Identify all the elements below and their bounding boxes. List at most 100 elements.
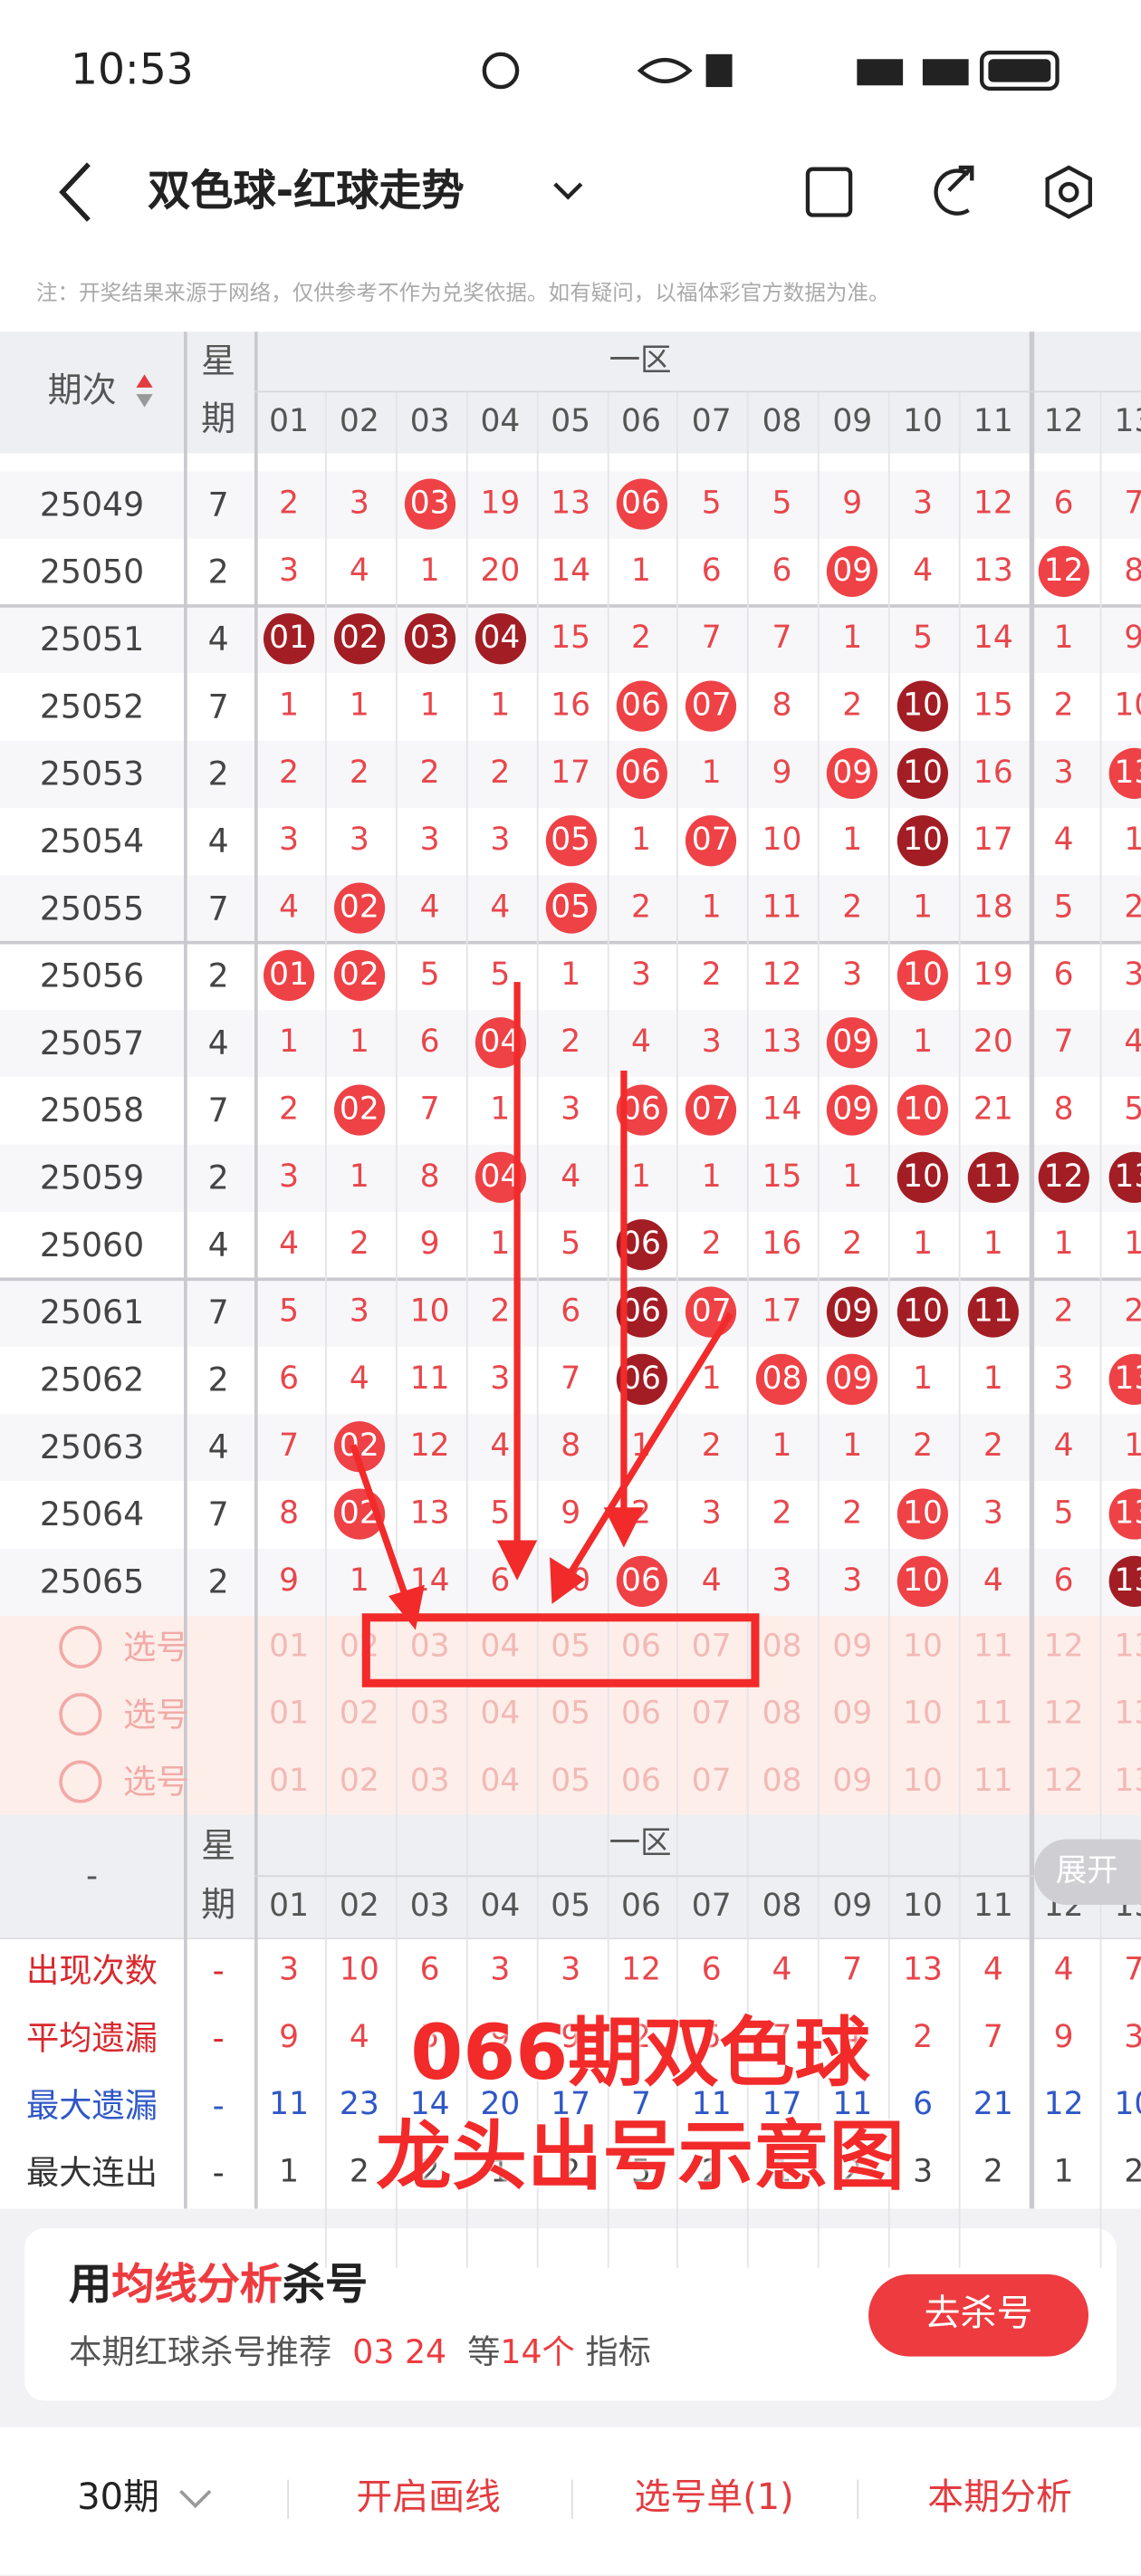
select-label[interactable]: 选号 [122, 1694, 189, 1735]
select-number[interactable]: 07 [691, 1628, 732, 1665]
ball-number: 07 [691, 687, 732, 724]
select-number[interactable]: 01 [269, 1695, 310, 1732]
annotation-text: 066期双色球 [410, 2008, 870, 2098]
select-number[interactable]: 09 [832, 1695, 873, 1732]
select-number[interactable]: 09 [832, 1763, 873, 1800]
text: 03 24 [352, 2331, 447, 2371]
col-line [1029, 332, 1034, 2209]
ball [967, 1286, 1019, 1338]
select-number[interactable]: 05 [551, 1628, 591, 1665]
miss-count: 15 [762, 1158, 802, 1195]
select-label[interactable]: 选号 [122, 1762, 189, 1802]
ball [1038, 545, 1089, 598]
select-number[interactable]: 11 [973, 1763, 1013, 1800]
col-line [254, 390, 1141, 393]
weekday: 4 [207, 1023, 229, 1062]
select-number[interactable]: 04 [480, 1628, 521, 1665]
select-number[interactable]: 07 [691, 1695, 732, 1732]
select-number[interactable]: 06 [621, 1628, 661, 1665]
select-number[interactable]: 09 [832, 1628, 873, 1665]
select-number[interactable]: 04 [480, 1763, 521, 1800]
arrow-head [603, 1507, 645, 1548]
bottom-tab[interactable]: 本期分析 [927, 2477, 1072, 2520]
expand-button[interactable] [1034, 1839, 1141, 1906]
select-number[interactable]: 12 [1043, 1763, 1084, 1800]
stat-value: 4 [842, 2019, 863, 2055]
select-number[interactable]: 11 [973, 1628, 1013, 1665]
miss-count: 8 [1124, 555, 1141, 587]
select-number[interactable]: 08 [762, 1628, 802, 1665]
miss-count: 1 [842, 1427, 863, 1465]
battery [979, 50, 1060, 91]
select-number[interactable]: 11 [973, 1695, 1013, 1732]
bottom-tab[interactable]: 开启画线 [356, 2477, 501, 2520]
stat-weekday: - [212, 2018, 225, 2058]
miss-count: 12 [762, 956, 802, 993]
miss-count: 18 [973, 889, 1013, 926]
select-number[interactable]: 03 [409, 1763, 450, 1800]
select-number[interactable]: 02 [339, 1628, 379, 1665]
select-number[interactable]: 03 [409, 1695, 450, 1732]
back-icon[interactable] [59, 162, 91, 222]
device-icon[interactable] [805, 167, 853, 217]
select-number[interactable]: 07 [691, 1763, 732, 1800]
select-label[interactable]: 选号 [122, 1627, 189, 1668]
radio[interactable] [59, 1760, 102, 1803]
ball [896, 1286, 949, 1338]
icons [59, 50, 1092, 222]
period-select[interactable]: 30期 [77, 2477, 159, 2520]
ball-number: 13 [1114, 1360, 1141, 1397]
select-number[interactable]: 06 [621, 1695, 661, 1732]
miss-count: 20 [480, 553, 521, 589]
select-number[interactable]: 02 [339, 1763, 379, 1800]
miss-count: 3 [630, 956, 651, 993]
dropdown-icon[interactable] [553, 182, 583, 200]
column-number: 07 [691, 1887, 732, 1924]
select-number[interactable]: 08 [762, 1695, 802, 1732]
share-icon[interactable] [934, 165, 974, 216]
kill-button[interactable] [868, 2273, 1088, 2357]
select-number[interactable]: 01 [269, 1763, 310, 1800]
select-number[interactable]: 05 [551, 1763, 591, 1800]
column-number: 08 [762, 1887, 802, 1924]
settings-icon[interactable] [1045, 165, 1092, 219]
select-number[interactable]: 10 [903, 1763, 943, 1800]
select-number[interactable]: 12 [1043, 1695, 1084, 1732]
expand-label[interactable]: 展开 [1055, 1852, 1118, 1889]
select-number[interactable]: 10 [903, 1628, 943, 1665]
bottom-tab[interactable]: 选号单(1) [634, 2477, 794, 2520]
select-number[interactable]: 03 [409, 1628, 450, 1665]
ball [615, 680, 667, 732]
select-number[interactable]: 13 [1114, 1763, 1141, 1800]
miss-count: 5 [772, 485, 792, 522]
select-number[interactable]: 10 [903, 1695, 943, 1732]
miss-count: 1 [772, 1427, 792, 1465]
select-number[interactable]: 04 [480, 1695, 521, 1732]
ball [896, 1488, 949, 1540]
col-line [536, 390, 538, 2268]
radio[interactable] [59, 1625, 102, 1668]
sort-icon[interactable] [135, 373, 155, 409]
ball [1038, 1151, 1089, 1203]
stat-value: 11 [269, 2086, 310, 2123]
select-number[interactable]: 12 [1043, 1628, 1084, 1665]
issue-number: 25059 [39, 1158, 145, 1197]
radio[interactable] [59, 1693, 102, 1736]
select-number[interactable]: 08 [762, 1763, 802, 1800]
select-number[interactable]: 01 [269, 1628, 310, 1665]
miss-count: 8 [772, 687, 792, 724]
miss-count: 4 [1124, 1026, 1141, 1058]
kill-button-label[interactable]: 去杀号 [924, 2293, 1033, 2336]
select-number[interactable]: 13 [1114, 1695, 1141, 1732]
select-number[interactable]: 13 [1114, 1628, 1141, 1665]
stat-value: 6 [701, 1951, 722, 1988]
stat-value: 6 [419, 1951, 440, 1988]
miss-count: 1 [630, 822, 651, 859]
ball-number: 07 [691, 1091, 732, 1128]
miss-count: 2 [913, 1427, 934, 1465]
select-number[interactable]: 02 [339, 1695, 379, 1732]
arrow-head [550, 1557, 586, 1604]
select-number[interactable]: 06 [621, 1763, 661, 1800]
miss-count: 17 [973, 822, 1013, 859]
select-number[interactable]: 05 [551, 1695, 591, 1732]
